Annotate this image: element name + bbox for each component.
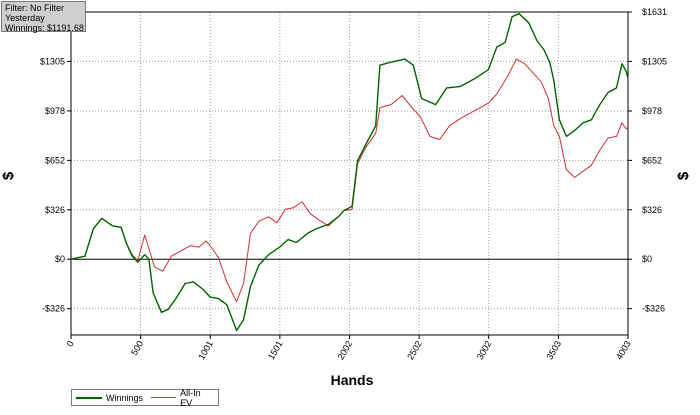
x-axis-label: Hands [331,372,374,388]
x-tick-label: 0 [65,339,76,348]
legend-swatch-allin-ev [151,397,177,398]
x-tick-label: 1001 [196,339,215,361]
grid [71,11,628,335]
x-tick-label: 2502 [405,339,424,361]
y-tick-label-left: -$326 [42,304,65,314]
y-tick-label-left: $326 [45,205,65,215]
legend-item-allin-ev: All-In EV [151,388,214,408]
y-tick-label-right: $326 [642,205,662,215]
legend-label-winnings: Winnings [106,392,144,403]
legend: Winnings All-In EV [71,388,219,408]
filter-info-box: Filter: No Filter Yesterday Winnings: $1… [1,1,86,33]
y-tick-label-left: $1305 [40,56,65,66]
y-tick-label-right: $1305 [642,56,667,66]
y-axis-left-ticks: -$326$0$326$652$978$1305$1631 [40,7,71,314]
y-tick-label-right: $652 [642,155,662,165]
y-tick-label-right: $0 [642,254,652,264]
filter-label: Filter: No Filter [5,3,65,13]
y-tick-label-left: $978 [45,106,65,116]
x-tick-label: 500 [129,339,145,357]
legend-swatch-winnings [76,396,102,399]
x-tick-label: 4003 [614,339,633,361]
x-axis-ticks: 0 500 1001 1501 2002 2502 3002 3503 4003 [65,335,633,361]
series-group [70,13,629,332]
y-tick-label-right: -$326 [642,304,665,314]
y-tick-label-right: $1631 [642,7,667,17]
x-tick-label: 3503 [544,339,563,361]
y-axis-label-left: $ [0,171,17,180]
y-tick-label-left: $652 [45,155,65,165]
y-tick-label-right: $978 [642,106,662,116]
y-axis-right-ticks: -$326 $0 $326 $652 $978 $1305 $1631 [628,7,667,314]
series-line-winnings [70,13,629,332]
x-tick-label: 3002 [475,339,494,361]
legend-label-allin-ev: All-In EV [180,387,201,408]
legend-item-winnings: Winnings [76,393,143,403]
period-label: Yesterday [5,13,45,23]
y-tick-label-left: $0 [55,254,65,264]
y-axis-label-right: $ [675,171,692,180]
x-tick-label: 2002 [336,339,355,361]
winnings-label: Winnings: $1191.68 [5,23,84,33]
x-tick-label: 1501 [266,339,285,361]
